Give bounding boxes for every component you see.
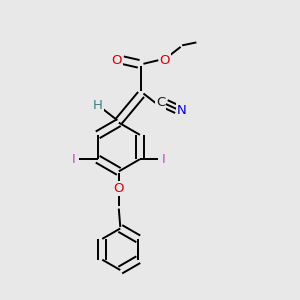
- Text: O: O: [160, 54, 170, 67]
- Text: C: C: [156, 96, 165, 109]
- Text: O: O: [113, 182, 124, 195]
- Text: O: O: [111, 54, 122, 67]
- Text: N: N: [177, 103, 187, 116]
- Text: I: I: [72, 153, 76, 166]
- Text: I: I: [162, 153, 166, 166]
- Text: H: H: [93, 99, 103, 112]
